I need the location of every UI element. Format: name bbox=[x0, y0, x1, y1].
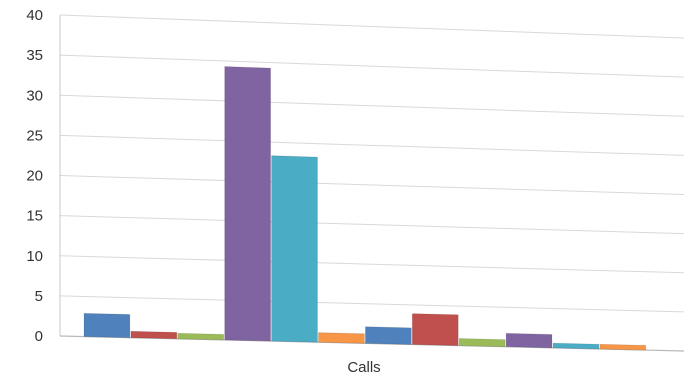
bar bbox=[318, 332, 365, 344]
bar bbox=[411, 313, 459, 346]
gridline-20 bbox=[59, 175, 685, 195]
labels: Calls 0 5 10 15 20 25 30 35 40 bbox=[26, 7, 380, 376]
y-tick-label: 0 bbox=[35, 328, 43, 345]
y-tick-label: 25 bbox=[26, 127, 43, 144]
y-tick-label: 40 bbox=[26, 7, 43, 24]
bar bbox=[599, 343, 647, 351]
gridline-15 bbox=[59, 215, 685, 235]
bar bbox=[83, 312, 131, 339]
bar bbox=[458, 338, 506, 348]
gridline-40 bbox=[59, 14, 685, 39]
gridline-30 bbox=[59, 94, 685, 117]
y-tick-label: 30 bbox=[26, 87, 43, 104]
y-tick-label: 10 bbox=[26, 248, 43, 265]
gridline-10 bbox=[59, 255, 685, 274]
gridline-0 bbox=[59, 335, 685, 352]
gridline-5 bbox=[59, 295, 685, 313]
bar bbox=[271, 155, 318, 343]
bars bbox=[83, 66, 647, 351]
bar bbox=[130, 330, 178, 340]
bar bbox=[364, 326, 412, 345]
bar bbox=[224, 66, 272, 342]
x-axis-label: Calls bbox=[347, 359, 380, 376]
gridline-25 bbox=[59, 134, 685, 156]
bar bbox=[177, 332, 225, 341]
y-tick-label: 5 bbox=[35, 288, 43, 305]
y-tick-label: 20 bbox=[26, 168, 43, 185]
gridlines bbox=[59, 14, 685, 352]
bar bbox=[552, 342, 600, 350]
y-tick-label: 35 bbox=[26, 47, 43, 64]
bar bbox=[505, 332, 553, 349]
y-tick-label: 15 bbox=[26, 208, 43, 225]
gridline-35 bbox=[59, 54, 685, 78]
